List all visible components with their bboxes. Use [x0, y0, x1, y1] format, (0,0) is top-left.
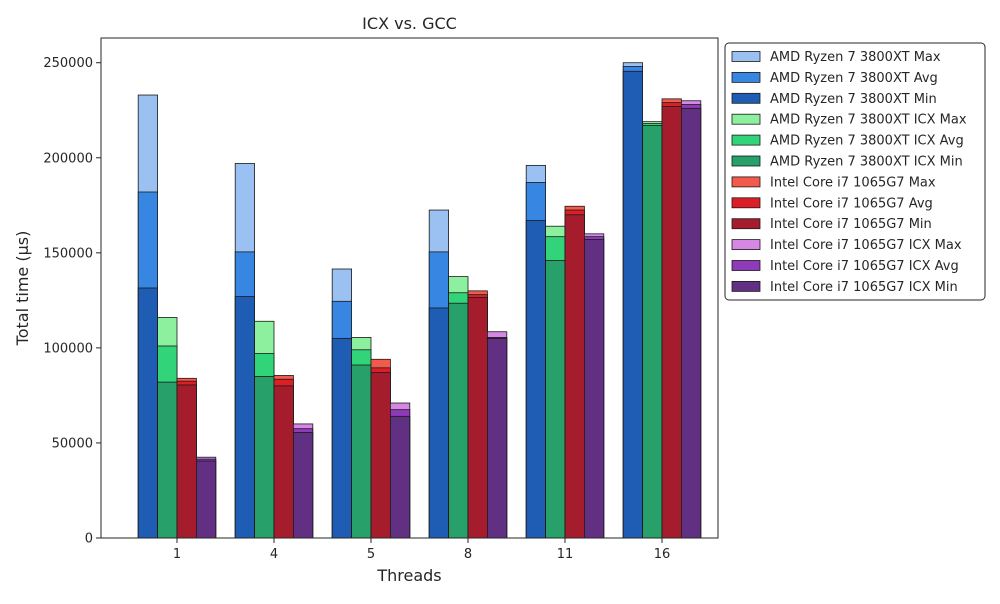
- bar-intel-core-i7-1065g7-icx-min-1: [195, 460, 217, 539]
- legend-label: AMD Ryzen 7 3800XT Max: [770, 50, 941, 65]
- legend-swatch: [731, 92, 761, 104]
- bar-intel-core-i7-1065g7-min-8: [467, 297, 488, 539]
- legend-label: Intel Core i7 1065G7 Max: [770, 175, 936, 190]
- legend-frame: [724, 42, 986, 301]
- bar-intel-core-i7-1065g7-min-5: [370, 372, 391, 539]
- y-tick-label: 50000: [52, 436, 93, 451]
- legend-swatch: [731, 134, 761, 146]
- y-tick-label: 250000: [43, 56, 93, 71]
- y-axis-title: Total time (µs): [13, 231, 32, 347]
- bar-intel-core-i7-1065g7-min-4: [273, 385, 294, 539]
- bar-amd-ryzen-7-3800xt-icx-min-16: [642, 125, 663, 539]
- bar-intel-core-i7-1065g7-icx-min-16: [681, 107, 702, 539]
- legend-label: AMD Ryzen 7 3800XT Min: [770, 92, 937, 107]
- y-tick-label: 150000: [43, 246, 93, 261]
- bar-amd-ryzen-7-3800xt-min-16: [622, 70, 644, 539]
- x-tick-label: 4: [270, 547, 278, 562]
- bar-intel-core-i7-1065g7-icx-min-8: [486, 337, 508, 539]
- legend-label: Intel Core i7 1065G7 ICX Min: [770, 280, 958, 295]
- legend-swatch: [731, 72, 761, 83]
- bar-intel-core-i7-1065g7-min-1: [176, 384, 197, 539]
- bar-amd-ryzen-7-3800xt-icx-min-8: [448, 302, 469, 539]
- x-tick-label: 5: [367, 547, 375, 562]
- legend-label: AMD Ryzen 7 3800XT Avg: [770, 71, 938, 86]
- y-tick-label: 0: [85, 532, 93, 547]
- legend-label: Intel Core i7 1065G7 Min: [770, 217, 932, 232]
- bar-amd-ryzen-7-3800xt-min-4: [234, 296, 255, 539]
- bar-amd-ryzen-7-3800xt-min-1: [137, 287, 158, 539]
- x-tick-label: 16: [654, 547, 671, 562]
- bar-amd-ryzen-7-3800xt-min-11: [525, 220, 547, 539]
- x-tick-label: 1: [173, 547, 181, 562]
- bars-layer: [137, 62, 702, 539]
- bar-intel-core-i7-1065g7-icx-min-4: [292, 432, 314, 539]
- bar-intel-core-i7-1065g7-icx-min-11: [584, 239, 605, 539]
- x-tick-label: 8: [464, 547, 472, 562]
- bar-amd-ryzen-7-3800xt-icx-min-4: [254, 375, 275, 539]
- y-tick-label: 100000: [43, 341, 93, 356]
- bar-amd-ryzen-7-3800xt-icx-min-11: [545, 260, 566, 539]
- plot-frame: [100, 37, 719, 539]
- legend-label: Intel Core i7 1065G7 Avg: [770, 196, 933, 211]
- legend-label: AMD Ryzen 7 3800XT ICX Max: [770, 113, 967, 128]
- legend-swatch: [731, 176, 761, 188]
- legend-swatch: [731, 260, 761, 271]
- bar-amd-ryzen-7-3800xt-icx-min-1: [157, 381, 178, 539]
- bar-intel-core-i7-1065g7-min-11: [564, 214, 585, 539]
- legend-swatch: [731, 239, 761, 251]
- legend-swatch: [731, 113, 761, 125]
- legend-swatch: [731, 218, 761, 230]
- bar-amd-ryzen-7-3800xt-min-5: [331, 337, 353, 539]
- legend-label: AMD Ryzen 7 3800XT ICX Avg: [770, 134, 964, 149]
- x-axis-title: Threads: [376, 566, 441, 585]
- x-tick-label: 11: [557, 547, 574, 562]
- bar-intel-core-i7-1065g7-icx-min-5: [389, 415, 411, 539]
- legend: AMD Ryzen 7 3800XT Max AMD Ryzen 7 3800XT…: [724, 42, 986, 301]
- y-tick-label: 200000: [43, 151, 93, 166]
- legend-swatch: [731, 280, 761, 292]
- legend-label: AMD Ryzen 7 3800XT ICX Min: [770, 155, 963, 170]
- chart-title: ICX vs. GCC: [362, 14, 457, 33]
- legend-label: Intel Core i7 1065G7 ICX Max: [770, 238, 962, 253]
- legend-swatch: [731, 51, 761, 62]
- axes-layer: 0 50000 100000 150000 200000 250000 1 4 5 8 11 16: [43, 37, 719, 562]
- legend-swatch: [731, 197, 761, 209]
- bar-amd-ryzen-7-3800xt-icx-min-5: [351, 364, 372, 539]
- legend-swatch: [731, 155, 761, 167]
- bar-amd-ryzen-7-3800xt-min-8: [428, 307, 450, 539]
- bar-intel-core-i7-1065g7-min-16: [661, 106, 682, 539]
- legend-label: Intel Core i7 1065G7 ICX Avg: [770, 259, 959, 274]
